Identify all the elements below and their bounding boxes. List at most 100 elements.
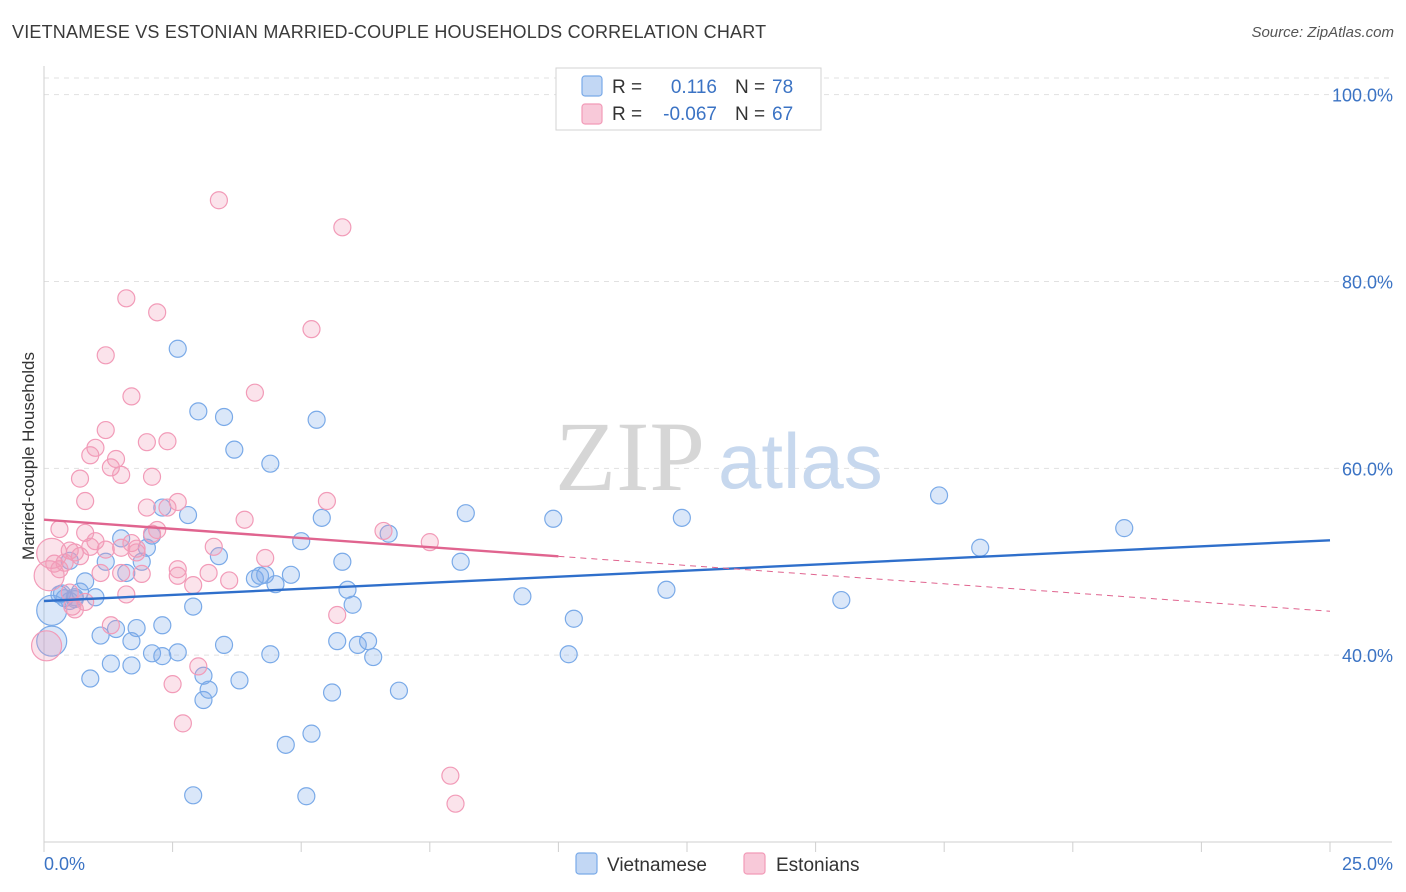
point-estonians — [96, 540, 115, 559]
point-vietnamese — [261, 645, 280, 664]
point-estonians — [117, 289, 136, 308]
y-tick-label: 60.0% — [1342, 459, 1393, 479]
y-tick-labels: 40.0% 60.0% 80.0% 100.0% — [1332, 86, 1393, 666]
chart-title: VIETNAMESE VS ESTONIAN MARRIED-COUPLE HO… — [12, 22, 767, 42]
point-vietnamese — [513, 587, 532, 606]
point-vietnamese — [142, 644, 162, 663]
point-vietnamese — [36, 625, 68, 657]
point-vietnamese — [358, 632, 378, 651]
watermark-zip: ZIP — [555, 401, 705, 512]
legend-n-label-estonians: N = — [735, 104, 765, 125]
legend-r-value-vietnamese: 0.116 — [671, 77, 717, 98]
point-vietnamese — [281, 565, 301, 584]
point-vietnamese — [971, 538, 990, 557]
point-vietnamese — [209, 547, 228, 566]
watermark: ZIP atlas — [555, 401, 883, 512]
y-tick-label: 80.0% — [1342, 273, 1393, 293]
point-estonians — [96, 346, 115, 365]
point-estonians — [30, 630, 63, 662]
point-vietnamese — [379, 524, 398, 543]
point-estonians — [76, 592, 95, 612]
point-estonians — [70, 547, 90, 566]
point-vietnamese — [194, 690, 213, 710]
point-vietnamese — [544, 509, 563, 528]
point-estonians — [245, 383, 265, 402]
point-estonians — [132, 564, 151, 584]
point-estonians — [333, 218, 352, 237]
point-vietnamese — [153, 616, 172, 635]
point-estonians — [86, 438, 105, 457]
point-estonians — [173, 714, 192, 733]
legend-n-value-estonians: 67 — [772, 104, 793, 125]
point-vietnamese — [101, 654, 120, 673]
point-vietnamese — [302, 724, 321, 743]
point-vietnamese — [343, 595, 362, 614]
point-vietnamese — [364, 647, 383, 667]
point-vietnamese — [122, 656, 141, 675]
point-estonians — [189, 657, 208, 676]
point-estonians — [235, 510, 254, 529]
point-estonians — [441, 766, 460, 785]
point-vietnamese — [564, 609, 583, 628]
point-estonians — [317, 491, 337, 511]
point-vietnamese — [214, 635, 234, 654]
point-estonians — [122, 387, 141, 406]
legend: R = 0.116 N = 78 R = -0.067 N = 67 — [555, 67, 822, 131]
point-vietnamese — [214, 407, 234, 427]
chart-source: Source: ZipAtlas.com — [1251, 24, 1394, 41]
point-vietnamese — [127, 618, 146, 638]
point-estonians — [209, 191, 228, 210]
legend-swatch-estonians — [581, 103, 603, 125]
point-estonians — [142, 467, 162, 486]
point-vietnamese — [178, 505, 198, 525]
point-estonians — [137, 498, 156, 517]
legend-r-label-estonians: R = — [612, 104, 642, 125]
y-axis-label: Married-couple Households — [19, 352, 38, 560]
point-vietnamese — [245, 569, 265, 588]
watermark-atlas: atlas — [718, 417, 883, 505]
data-points — [30, 191, 1134, 813]
legend-r-value-estonians: -0.067 — [663, 104, 717, 125]
point-estonians — [91, 563, 110, 583]
point-estonians — [168, 560, 187, 579]
legend-n-label-vietnamese: N = — [735, 77, 765, 98]
point-vietnamese — [266, 575, 285, 594]
point-vietnamese — [312, 508, 331, 527]
point-estonians — [158, 498, 177, 517]
point-estonians — [96, 420, 115, 440]
point-vietnamese — [929, 486, 949, 505]
trend-line-estonians — [43, 518, 559, 558]
point-vietnamese — [276, 735, 295, 754]
bottom-legend-swatch-vietnamese — [575, 852, 598, 875]
point-estonians — [101, 616, 120, 635]
bottom-legend: Vietnamese Estonians — [575, 852, 859, 876]
x-tick-label-min: 0.0% — [44, 854, 85, 874]
point-vietnamese — [348, 635, 367, 654]
point-vietnamese — [117, 563, 136, 583]
point-estonians — [106, 449, 126, 469]
point-vietnamese — [112, 529, 131, 548]
point-vietnamese — [328, 632, 347, 651]
point-estonians — [127, 539, 146, 558]
point-estonians — [328, 605, 347, 625]
point-vietnamese — [672, 508, 691, 527]
point-vietnamese — [184, 597, 203, 616]
point-estonians — [117, 585, 136, 604]
point-vietnamese — [81, 669, 100, 688]
point-vietnamese — [153, 647, 172, 666]
x-tick-label-max: 25.0% — [1342, 854, 1393, 874]
trend-line-estonians-extension — [558, 555, 1331, 612]
point-estonians — [65, 600, 84, 619]
point-vietnamese — [389, 681, 409, 700]
point-vietnamese — [559, 645, 578, 664]
bottom-legend-label-estonians: Estonians — [776, 855, 859, 876]
point-vietnamese — [657, 580, 676, 599]
point-estonians — [446, 794, 465, 813]
point-estonians — [148, 520, 167, 540]
y-tick-label: 40.0% — [1342, 646, 1393, 666]
point-vietnamese — [184, 786, 203, 805]
point-vietnamese — [297, 787, 316, 806]
point-vietnamese — [1115, 519, 1134, 538]
point-vietnamese — [194, 666, 213, 685]
